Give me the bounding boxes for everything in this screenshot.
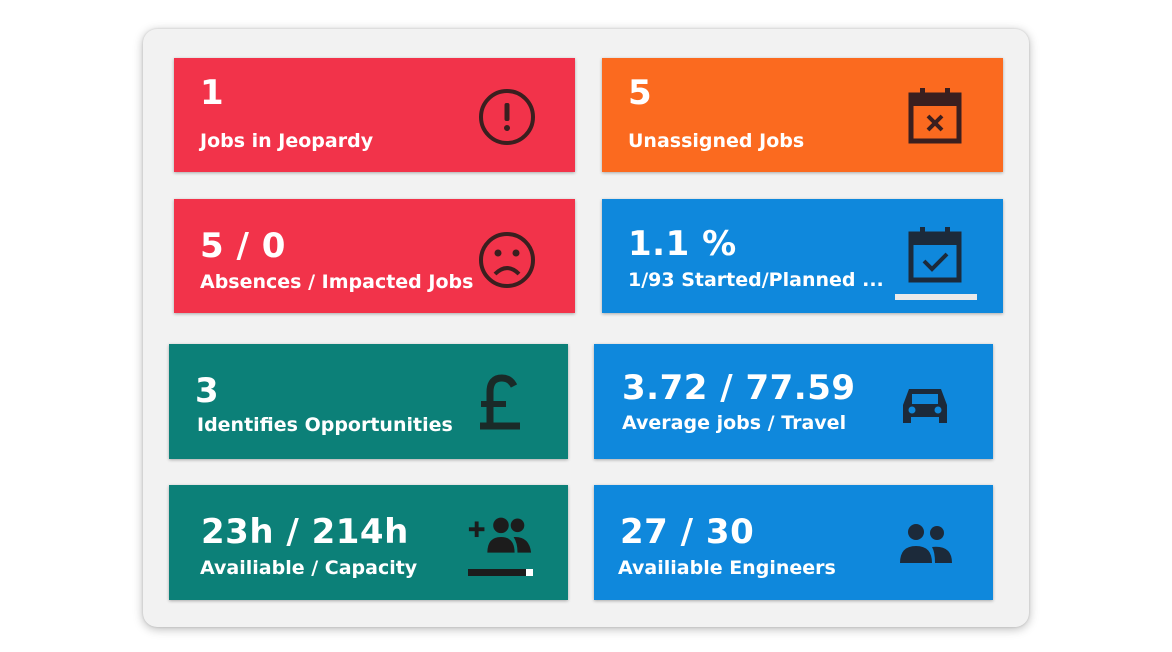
car-icon bbox=[890, 370, 960, 440]
tile-label: Availiable / Capacity bbox=[200, 557, 418, 579]
tile-value: 3 bbox=[195, 371, 220, 411]
calendar-check-icon bbox=[900, 219, 970, 289]
tile-started-planned[interactable]: 1.1 % 1/93 Started/Planned ... bbox=[602, 199, 1003, 313]
tile-available-engineers[interactable]: 27 / 30 Availiable Engineers bbox=[594, 485, 993, 600]
tile-label: Average jobs / Travel bbox=[622, 412, 847, 434]
tile-label: Unassigned Jobs bbox=[628, 130, 805, 152]
tile-value: 5 bbox=[628, 73, 653, 113]
tile-value: 27 / 30 bbox=[620, 512, 755, 552]
tile-label: Jobs in Jeopardy bbox=[200, 130, 374, 152]
add-people-icon bbox=[465, 503, 535, 573]
tile-value: 3.72 / 77.59 bbox=[622, 368, 856, 408]
tile-absences-impacted-jobs[interactable]: 5 / 0 Absences / Impacted Jobs bbox=[174, 199, 575, 313]
pound-icon bbox=[467, 368, 537, 438]
progress-bar-track bbox=[895, 294, 977, 300]
tile-label: Availiable Engineers bbox=[618, 557, 836, 579]
calendar-x-icon bbox=[900, 80, 970, 150]
tile-value: 23h / 214h bbox=[201, 512, 409, 552]
tile-label: 1/93 Started/Planned ... bbox=[628, 269, 884, 291]
tile-unassigned-jobs[interactable]: 5 Unassigned Jobs bbox=[602, 58, 1003, 172]
tile-label: Absences / Impacted Jobs bbox=[200, 271, 474, 293]
tile-average-jobs-travel[interactable]: 3.72 / 77.59 Average jobs / Travel bbox=[594, 344, 993, 459]
people-icon bbox=[890, 509, 960, 579]
tile-value: 1 bbox=[200, 73, 225, 113]
tile-label: Identifies Opportunities bbox=[197, 414, 453, 436]
capacity-bar bbox=[468, 569, 526, 576]
tile-available-capacity[interactable]: 23h / 214h Availiable / Capacity bbox=[169, 485, 568, 600]
tile-value: 1.1 % bbox=[628, 224, 737, 264]
tile-identifies-opportunities[interactable]: 3 Identifies Opportunities bbox=[169, 344, 568, 459]
tile-jobs-in-jeopardy[interactable]: 1 Jobs in Jeopardy bbox=[174, 58, 575, 172]
tile-value: 5 / 0 bbox=[200, 226, 286, 266]
capacity-bar-fill bbox=[526, 569, 533, 576]
exclamation-circle-icon bbox=[472, 82, 542, 152]
sad-face-icon bbox=[472, 225, 542, 295]
